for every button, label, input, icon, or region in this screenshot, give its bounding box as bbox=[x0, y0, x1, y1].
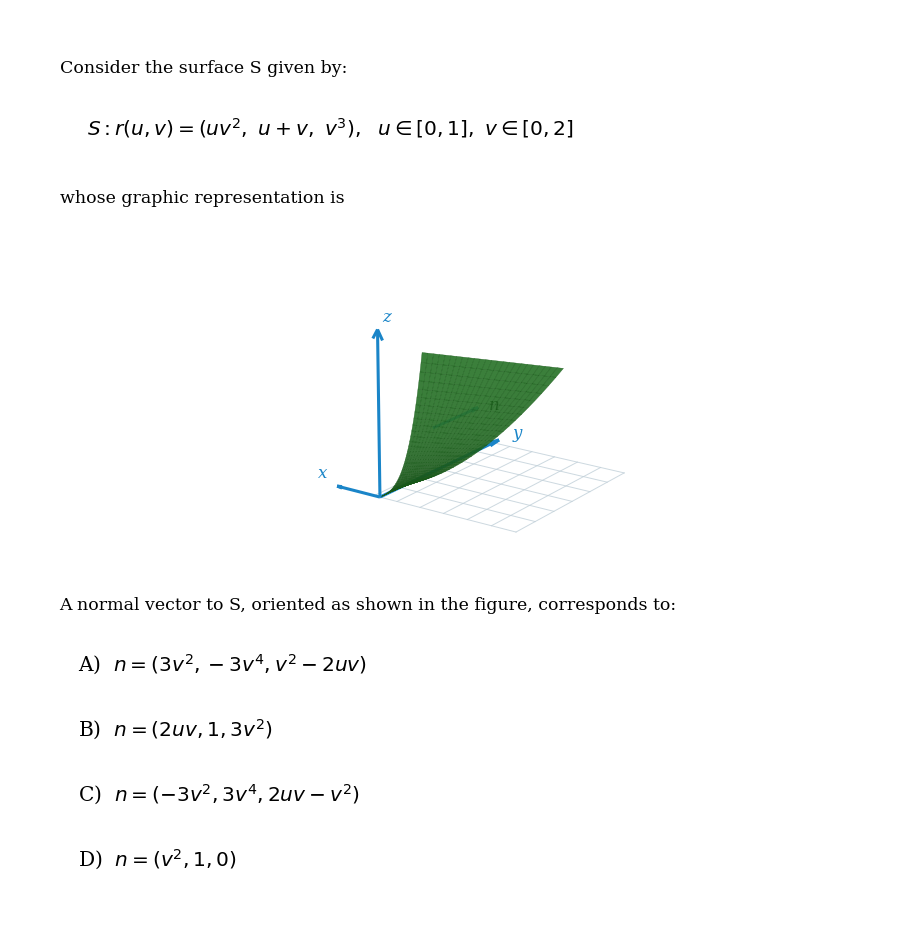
Text: whose graphic representation is: whose graphic representation is bbox=[60, 190, 344, 206]
Text: D)  $n = (v^2, 1, 0)$: D) $n = (v^2, 1, 0)$ bbox=[78, 847, 236, 871]
Text: Consider the surface S given by:: Consider the surface S given by: bbox=[60, 60, 347, 77]
Text: C)  $n = (-3v^2, 3v^4, 2uv - v^2)$: C) $n = (-3v^2, 3v^4, 2uv - v^2)$ bbox=[78, 782, 360, 807]
Text: $S : r(u, v) = (uv^2,\ u + v,\ v^3), \ \ u \in [0, 1], \ v \in [0, 2]$: $S : r(u, v) = (uv^2,\ u + v,\ v^3), \ \… bbox=[87, 116, 573, 140]
Text: B)  $n = (2uv, 1, 3v^2)$: B) $n = (2uv, 1, 3v^2)$ bbox=[78, 718, 273, 742]
Text: A)  $n = (3v^2, -3v^4, v^2 - 2uv)$: A) $n = (3v^2, -3v^4, v^2 - 2uv)$ bbox=[78, 653, 366, 677]
Text: A normal vector to S, oriented as shown in the figure, corresponds to:: A normal vector to S, oriented as shown … bbox=[60, 597, 677, 614]
